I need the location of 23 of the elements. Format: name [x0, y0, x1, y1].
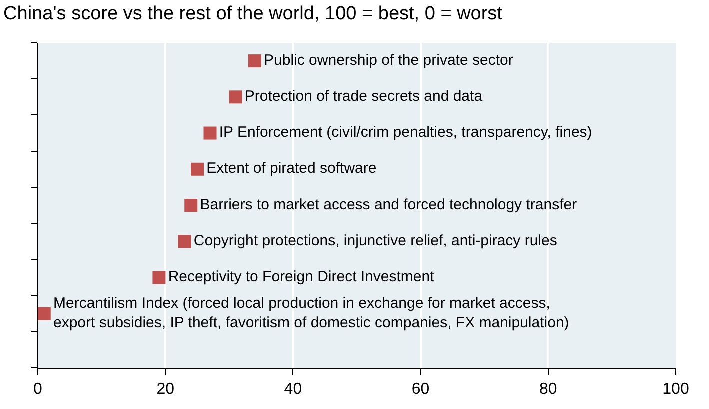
x-tick-label: 20 [156, 381, 175, 398]
point [229, 90, 242, 104]
point [152, 271, 166, 284]
x-tick-label: 100 [662, 381, 690, 398]
point [248, 54, 262, 68]
y-tick-label: Receptivity to Foreign Direct Investment [168, 268, 436, 286]
point [38, 307, 51, 320]
y-tick-label: Extent of pirated software [206, 160, 377, 178]
x-tick-label: 40 [284, 381, 302, 398]
y-tick-label: Barriers to market access and forced technology transfer [200, 196, 578, 214]
y-tick-label: Copyright protections, injunctive relief, anti-piracy rules [194, 232, 558, 250]
chart-title: China's score vs the rest of the world, 100 = best, 0 = worst [4, 3, 504, 24]
point [178, 235, 192, 248]
y-tick-label: Public ownership of the private sector [264, 52, 514, 69]
point [191, 162, 204, 176]
y-tick-label: Mercantilism Index (forced local production in exchange for market access, export subsidies, IP theft, favoritism of domestic companies, FX manipulation) [54, 294, 570, 332]
point [204, 126, 217, 140]
y-tick-label: IP Enforcement (civil/crim penalties, transparency, fines) [219, 124, 592, 142]
x-tick-label: 0 [34, 381, 43, 398]
y-tick-label: Protection of trade secrets and data [244, 88, 484, 105]
x-tick-label: 60 [412, 381, 430, 398]
point [184, 199, 198, 212]
x-tick-label: 80 [540, 381, 558, 398]
